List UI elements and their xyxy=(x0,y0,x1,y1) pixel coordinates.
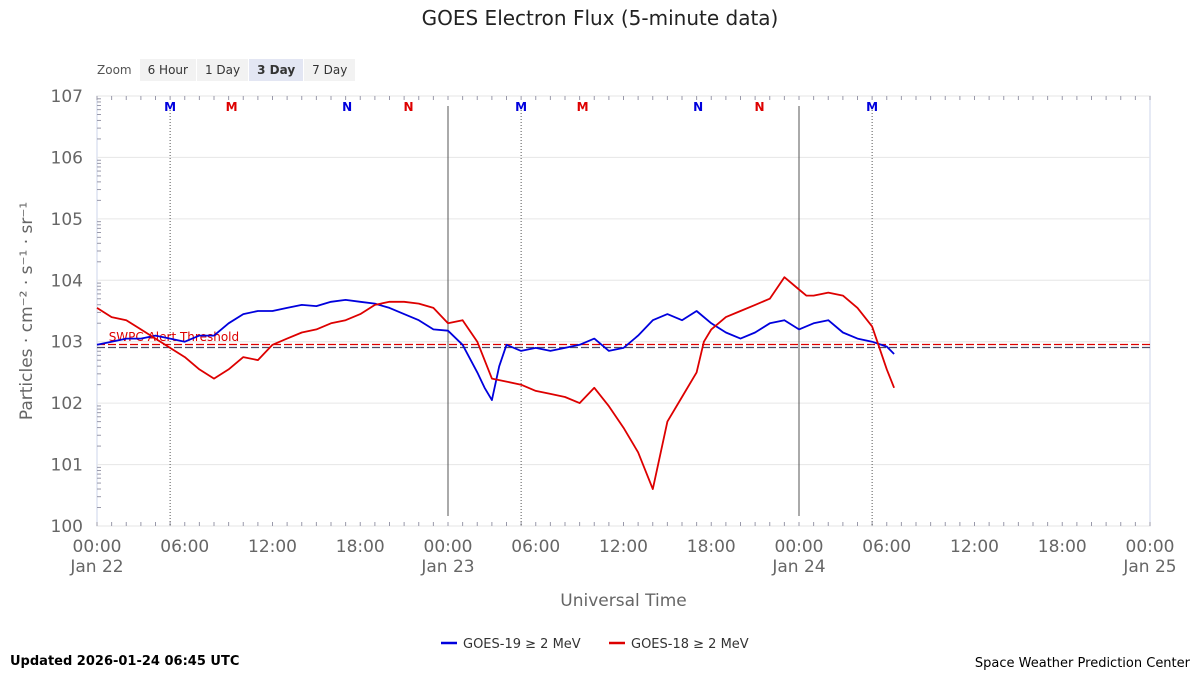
zoom-label: Zoom xyxy=(97,63,132,77)
credit-text: Space Weather Prediction Center xyxy=(974,656,1190,671)
x-tick-label: 18:00 xyxy=(687,537,736,557)
x-tick-label: 00:00 xyxy=(775,537,824,557)
zoom-1-day-button[interactable]: 1 Day xyxy=(196,59,249,81)
x-tick-label: 06:00 xyxy=(511,537,560,557)
x-tick-label: 12:00 xyxy=(248,537,297,557)
x-tick-label: 06:00 xyxy=(160,537,209,557)
legend-label: GOES-19 ≥ 2 MeV xyxy=(463,637,581,652)
x-tick-label: 12:00 xyxy=(599,537,648,557)
zoom-bar: Zoom 6 Hour 1 Day 3 Day 7 Day xyxy=(97,58,356,82)
x-tick-label: 00:00 xyxy=(73,537,122,557)
x-day-label: Jan 22 xyxy=(69,557,123,577)
x-tick-label: 18:00 xyxy=(336,537,385,557)
marker-label: M xyxy=(515,100,527,114)
marker-label: M xyxy=(226,100,238,114)
y-tick-label: 104 xyxy=(51,271,83,291)
y-tick-label: 101 xyxy=(51,456,83,476)
y-tick-label: 107 xyxy=(51,87,83,107)
threshold-label: SWPC Alert Threshold xyxy=(109,330,239,344)
x-day-label: Jan 24 xyxy=(771,557,825,577)
marker-label: N xyxy=(342,100,352,114)
series-goes18-line xyxy=(96,276,895,491)
y-tick-label: 103 xyxy=(51,333,83,353)
marker-label: M xyxy=(866,100,878,114)
y-tick-label: 105 xyxy=(51,210,83,230)
zoom-3-day-button[interactable]: 3 Day xyxy=(249,59,304,81)
marker-label: N xyxy=(403,100,413,114)
legend-label: GOES-18 ≥ 2 MeV xyxy=(631,637,749,652)
updated-timestamp: Updated 2026-01-24 06:45 UTC xyxy=(10,654,240,669)
zoom-7-day-button[interactable]: 7 Day xyxy=(304,59,356,81)
marker-label: N xyxy=(693,100,703,114)
x-tick-label: 00:00 xyxy=(1126,537,1175,557)
y-tick-label: 100 xyxy=(51,517,83,537)
x-tick-label: 18:00 xyxy=(1038,537,1087,557)
marker-label: M xyxy=(577,100,589,114)
x-tick-label: 00:00 xyxy=(424,537,473,557)
y-tick-label: 106 xyxy=(51,148,83,168)
marker-label: M xyxy=(164,100,176,114)
x-day-label: Jan 25 xyxy=(1122,557,1176,577)
chart-title: GOES Electron Flux (5-minute data) xyxy=(421,6,779,30)
zoom-6-hour-button[interactable]: 6 Hour xyxy=(139,59,196,81)
x-axis-title: Universal Time xyxy=(560,591,686,611)
x-tick-label: 12:00 xyxy=(950,537,999,557)
x-day-label: Jan 23 xyxy=(420,557,474,577)
marker-label: N xyxy=(754,100,764,114)
series-goes19-line xyxy=(96,298,895,402)
y-axis-title: Particles · cm⁻² · s⁻¹ · sr⁻¹ xyxy=(17,202,37,420)
y-tick-label: 102 xyxy=(51,394,83,414)
x-tick-label: 06:00 xyxy=(862,537,911,557)
